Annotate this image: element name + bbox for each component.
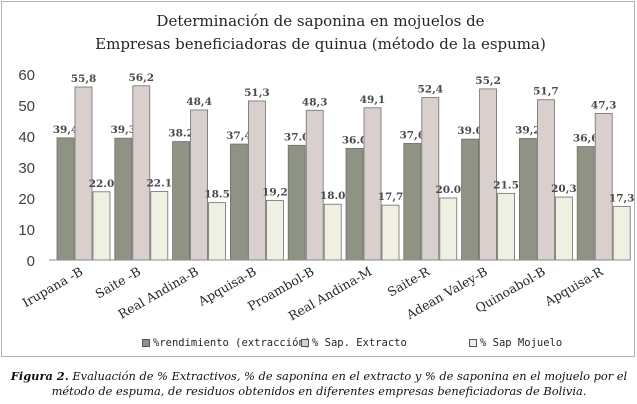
- bar-sap-mojuelo: [265, 200, 284, 261]
- bar-sap-mojuelo: [381, 204, 400, 261]
- bar-sap-extracto: [479, 88, 498, 261]
- legend-item-sap-mojuelo: % Sap Mojuelo: [469, 335, 562, 351]
- bar-rendimiento: [576, 146, 595, 261]
- data-label-rendimiento: 37,4: [226, 130, 252, 142]
- data-label-rendimiento: 38.2: [168, 128, 194, 140]
- bar-sap-mojuelo: [497, 192, 516, 261]
- bar-sap-extracto: [247, 100, 266, 261]
- bar-sap-mojuelo: [150, 191, 169, 261]
- legend-label-rendimiento: %rendimiento (extracción): [153, 337, 312, 349]
- caption-lead: Figura 2.: [10, 369, 69, 383]
- y-tick-label: 50: [18, 98, 35, 115]
- data-label-sap-extracto: 51,7: [533, 86, 559, 98]
- bar-rendimiento: [172, 141, 191, 261]
- data-label-sap-mojuelo: 17,7: [378, 191, 404, 203]
- data-label-rendimiento: 39.0: [457, 125, 483, 137]
- legend-label-sap-extracto: % Sap. Extracto: [312, 337, 407, 349]
- data-label-sap-mojuelo: 17,3: [609, 192, 635, 204]
- bar-sap-mojuelo: [208, 202, 227, 261]
- data-label-sap-mojuelo: 18.5: [204, 189, 230, 201]
- legend-label-sap-mojuelo: % Sap Mojuelo: [480, 337, 563, 349]
- legend-item-rendimiento: %rendimiento (extracción): [142, 335, 311, 351]
- x-category-label: Apquisa-R: [541, 263, 606, 309]
- y-tick-label: 10: [18, 222, 35, 239]
- legend-swatch-sap-extracto: [301, 339, 309, 347]
- bar-sap-extracto: [594, 112, 613, 261]
- data-label-rendimiento: 36,6: [573, 133, 599, 145]
- y-tick-label: 30: [18, 160, 35, 177]
- y-tick-label: 20: [18, 191, 35, 208]
- chart-area: Determinación de saponina en mojuelos de…: [1, 1, 635, 357]
- data-label-sap-extracto: 48,4: [186, 96, 212, 108]
- y-tick-label: 0: [27, 253, 35, 270]
- data-label-rendimiento: 37,6: [400, 129, 426, 141]
- chart-title-line-1: Determinación de saponina en mojuelos de: [156, 12, 485, 30]
- data-label-sap-mojuelo: 22.0: [89, 178, 115, 190]
- bar-sap-mojuelo: [439, 197, 458, 261]
- bar-rendimiento: [56, 137, 75, 261]
- x-category-label: Saite-R: [385, 263, 433, 299]
- data-label-sap-mojuelo: 20.0: [436, 184, 462, 196]
- bar-rendimiento: [345, 147, 364, 261]
- data-label-rendimiento: 37.0: [284, 131, 310, 143]
- bar-chart: 0 10 20 30 40 50 60 39,4 55,8 22.0 Irupana -B 39,3 5…: [18, 67, 635, 324]
- data-label-sap-mojuelo: 21.5: [493, 179, 519, 191]
- bar-sap-extracto: [421, 97, 440, 261]
- data-label-rendimiento: 36.0: [342, 134, 368, 146]
- data-label-rendimiento: 39,4: [53, 124, 79, 136]
- bar-sap-extracto: [537, 99, 555, 261]
- figure-caption: Figura 2. Evaluación de % Extractivos, %…: [4, 369, 634, 399]
- bar-sap-mojuelo: [612, 205, 631, 261]
- legend-item-sap-extracto: % Sap. Extracto: [301, 335, 407, 351]
- bar-rendimiento: [519, 138, 537, 261]
- legend-swatch-sap-mojuelo: [469, 339, 477, 347]
- x-category-label: Irupana -B: [20, 264, 86, 311]
- x-category-label: Saite -B: [93, 264, 144, 302]
- bar-rendimiento: [287, 144, 306, 261]
- bar-sap-extracto: [363, 107, 382, 261]
- data-label-sap-extracto: 48,3: [302, 96, 328, 108]
- y-tick-label: 40: [18, 129, 35, 146]
- data-label-sap-mojuelo: 19,2: [262, 186, 288, 198]
- bar-sap-extracto: [132, 85, 151, 261]
- bar-rendimiento: [461, 138, 480, 261]
- data-label-sap-mojuelo: 18.0: [320, 190, 346, 202]
- bar-sap-mojuelo: [323, 203, 342, 261]
- bar-sap-extracto: [190, 109, 209, 261]
- bar-rendimiento: [114, 137, 133, 261]
- bar-rendimiento: [403, 143, 422, 261]
- data-label-rendimiento: 39,2: [515, 124, 541, 136]
- bar-sap-extracto: [74, 86, 93, 261]
- bar-rendimiento: [229, 143, 248, 261]
- caption-text: Evaluación de % Extractivos, % de saponi…: [51, 369, 628, 398]
- legend-swatch-rendimiento: [142, 339, 150, 347]
- data-label-sap-extracto: 49,1: [360, 94, 386, 106]
- y-tick-label: 60: [18, 67, 35, 84]
- data-label-sap-extracto: 47,3: [591, 99, 617, 111]
- chart-title-line-2: Empresas beneficiadoras de quinua (métod…: [95, 35, 546, 53]
- data-label-sap-extracto: 55,8: [71, 73, 97, 85]
- data-label-rendimiento: 39,3: [111, 124, 137, 136]
- bar-sap-mojuelo: [92, 191, 111, 261]
- bar-sap-extracto: [305, 109, 324, 261]
- data-label-sap-mojuelo: 22.1: [147, 177, 173, 189]
- data-label-sap-extracto: 55,2: [475, 75, 501, 87]
- bar-sap-mojuelo: [555, 196, 573, 261]
- data-label-sap-extracto: 51,3: [244, 87, 270, 99]
- data-label-sap-extracto: 52,4: [418, 84, 444, 96]
- data-label-sap-extracto: 56,2: [129, 72, 155, 84]
- data-label-sap-mojuelo: 20,3: [551, 183, 577, 195]
